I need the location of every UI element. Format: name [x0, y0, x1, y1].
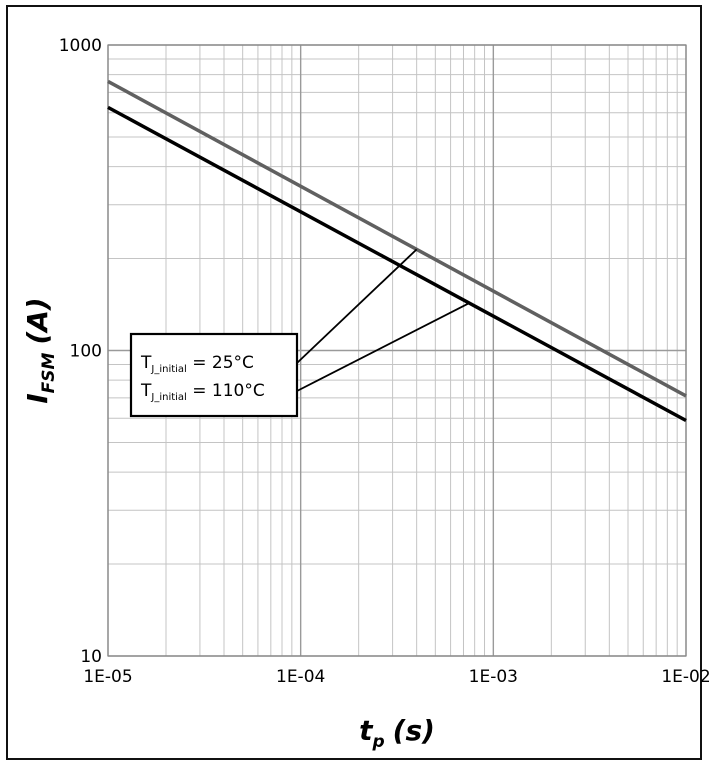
x-tick-labels: 1E-05 1E-04 1E-03 1E-02: [83, 667, 710, 687]
y-axis-title: IFSM (A): [21, 297, 59, 403]
x-axis-title-main: t: [359, 714, 374, 747]
legend-entry-main: T: [140, 381, 152, 401]
y-axis-title-unit: (A): [21, 297, 54, 344]
x-tick-label: 1E-02: [661, 667, 710, 687]
y-tick-labels: 1000 100 10: [59, 36, 102, 667]
legend-entry-sub: J_initial: [150, 364, 186, 375]
x-axis-title: tp (s): [359, 714, 435, 752]
y-axis-title-sub: FSM: [39, 352, 59, 393]
y-axis-title-main: I: [21, 393, 54, 403]
series-layer: [107, 79, 687, 423]
legend-box: [129, 332, 299, 418]
y-tick-label: 10: [80, 647, 102, 667]
legend-leader-line: [296, 302, 470, 392]
x-tick-label: 1E-04: [276, 667, 325, 687]
legend-entry-2: TJ_initial = 110°C: [140, 381, 265, 403]
legend-entry-main: T: [140, 353, 152, 373]
legend: TJ_initial = 25°CTJ_initial = 110°C: [129, 332, 299, 418]
legend-entry-sub: J_initial: [150, 392, 186, 403]
legend-entry-rest: = 25°C: [187, 353, 254, 373]
y-tick-label: 100: [70, 342, 102, 362]
series-line-2: [107, 105, 687, 423]
legend-entry-rest: = 110°C: [187, 381, 265, 401]
legend-leader-line: [296, 248, 418, 364]
leader-layer: [296, 248, 470, 392]
plot-border: [107, 44, 687, 657]
legend-entry-1: TJ_initial = 25°C: [140, 353, 254, 375]
x-tick-label: 1E-05: [83, 667, 132, 687]
x-axis-title-unit: (s): [393, 714, 435, 747]
y-tick-label: 1000: [59, 36, 102, 56]
series-line-1: [107, 79, 687, 398]
chart-frame: [6, 5, 702, 760]
x-tick-label: 1E-03: [469, 667, 518, 687]
x-axis-title-sub: p: [371, 732, 384, 752]
